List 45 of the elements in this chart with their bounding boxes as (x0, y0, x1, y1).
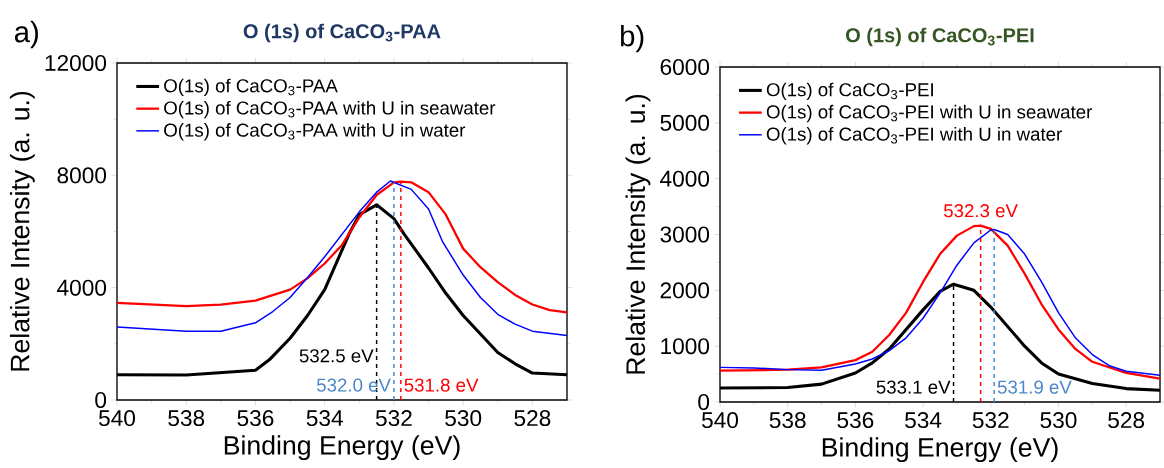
legend-label: O(1s) of CaCO$_{3}$-PAA with U in water (164, 123, 466, 141)
y-tick-label: 4000 (660, 170, 710, 187)
legend-label: O(1s) of CaCO$_{3}$-PAA (164, 78, 338, 97)
ref-line-label: 532.5 eV (299, 349, 374, 363)
x-tick-label: 540 (701, 412, 739, 429)
x-tick-label: 530 (445, 410, 482, 427)
x-tick-label: 530 (1040, 412, 1077, 429)
legend-label: O(1s) of CaCO$_{3}$-PEI (766, 82, 933, 101)
text: b) (620, 24, 644, 53)
x-tick-label: 538 (168, 410, 205, 427)
x-tick-label: 538 (769, 412, 806, 429)
x-tick-label: 532 (972, 412, 1009, 429)
ref-line-label: 532.3 eV (944, 204, 1018, 218)
y-tick-label: 4000 (57, 279, 107, 296)
text: a) (14, 20, 38, 49)
x-tick-label: 536 (837, 412, 874, 429)
y-tick-label: 2000 (660, 282, 710, 299)
y-tick-label: 5000 (660, 114, 710, 131)
y-tick-label: 1000 (661, 338, 710, 355)
x-tick-label: 528 (1108, 412, 1145, 429)
ref-line-label: 532.0 eV (317, 378, 391, 392)
y-tick-label: 0 (698, 393, 710, 411)
x-tick-label: 534 (306, 410, 343, 427)
y-tick-label: 8000 (57, 167, 107, 184)
x-tick-label: 528 (514, 410, 551, 427)
y-tick-label: 12000 (45, 54, 107, 72)
y-tick-label: 0 (95, 391, 107, 409)
x-tick-label: 536 (237, 410, 274, 427)
ref-line-label: 531.8 eV (404, 378, 479, 392)
chart-title: O (1s) of CaCO$_{3}$-PEI (846, 27, 1034, 47)
y-axis-title: Relative Intensity (a. u.) (9, 91, 35, 371)
x-tick-label: 540 (98, 410, 136, 427)
ref-line-label: 531.9 eV (997, 380, 1072, 394)
x-axis-title: Binding Energy (eV) (224, 435, 460, 461)
x-axis-title: Binding Energy (eV) (822, 437, 1058, 463)
legend-label: O(1s) of CaCO$_{3}$-PAA with U in seawater (164, 100, 496, 119)
y-tick-label: 3000 (660, 226, 710, 243)
x-tick-label: 534 (905, 412, 942, 429)
chart-title: O (1s) of CaCO$_{3}$-PAA (243, 23, 441, 43)
y-tick-label: 6000 (660, 58, 710, 76)
ref-line-label: 533.1 eV (876, 380, 951, 394)
legend-label: O(1s) of CaCO$_{3}$-PEI with U in seawater (766, 104, 1093, 123)
x-tick-label: 532 (375, 410, 412, 427)
legend-label: O(1s) of CaCO$_{3}$-PEI with U in water (766, 127, 1062, 145)
y-axis-title: Relative Intensity (a. u.) (625, 94, 651, 374)
